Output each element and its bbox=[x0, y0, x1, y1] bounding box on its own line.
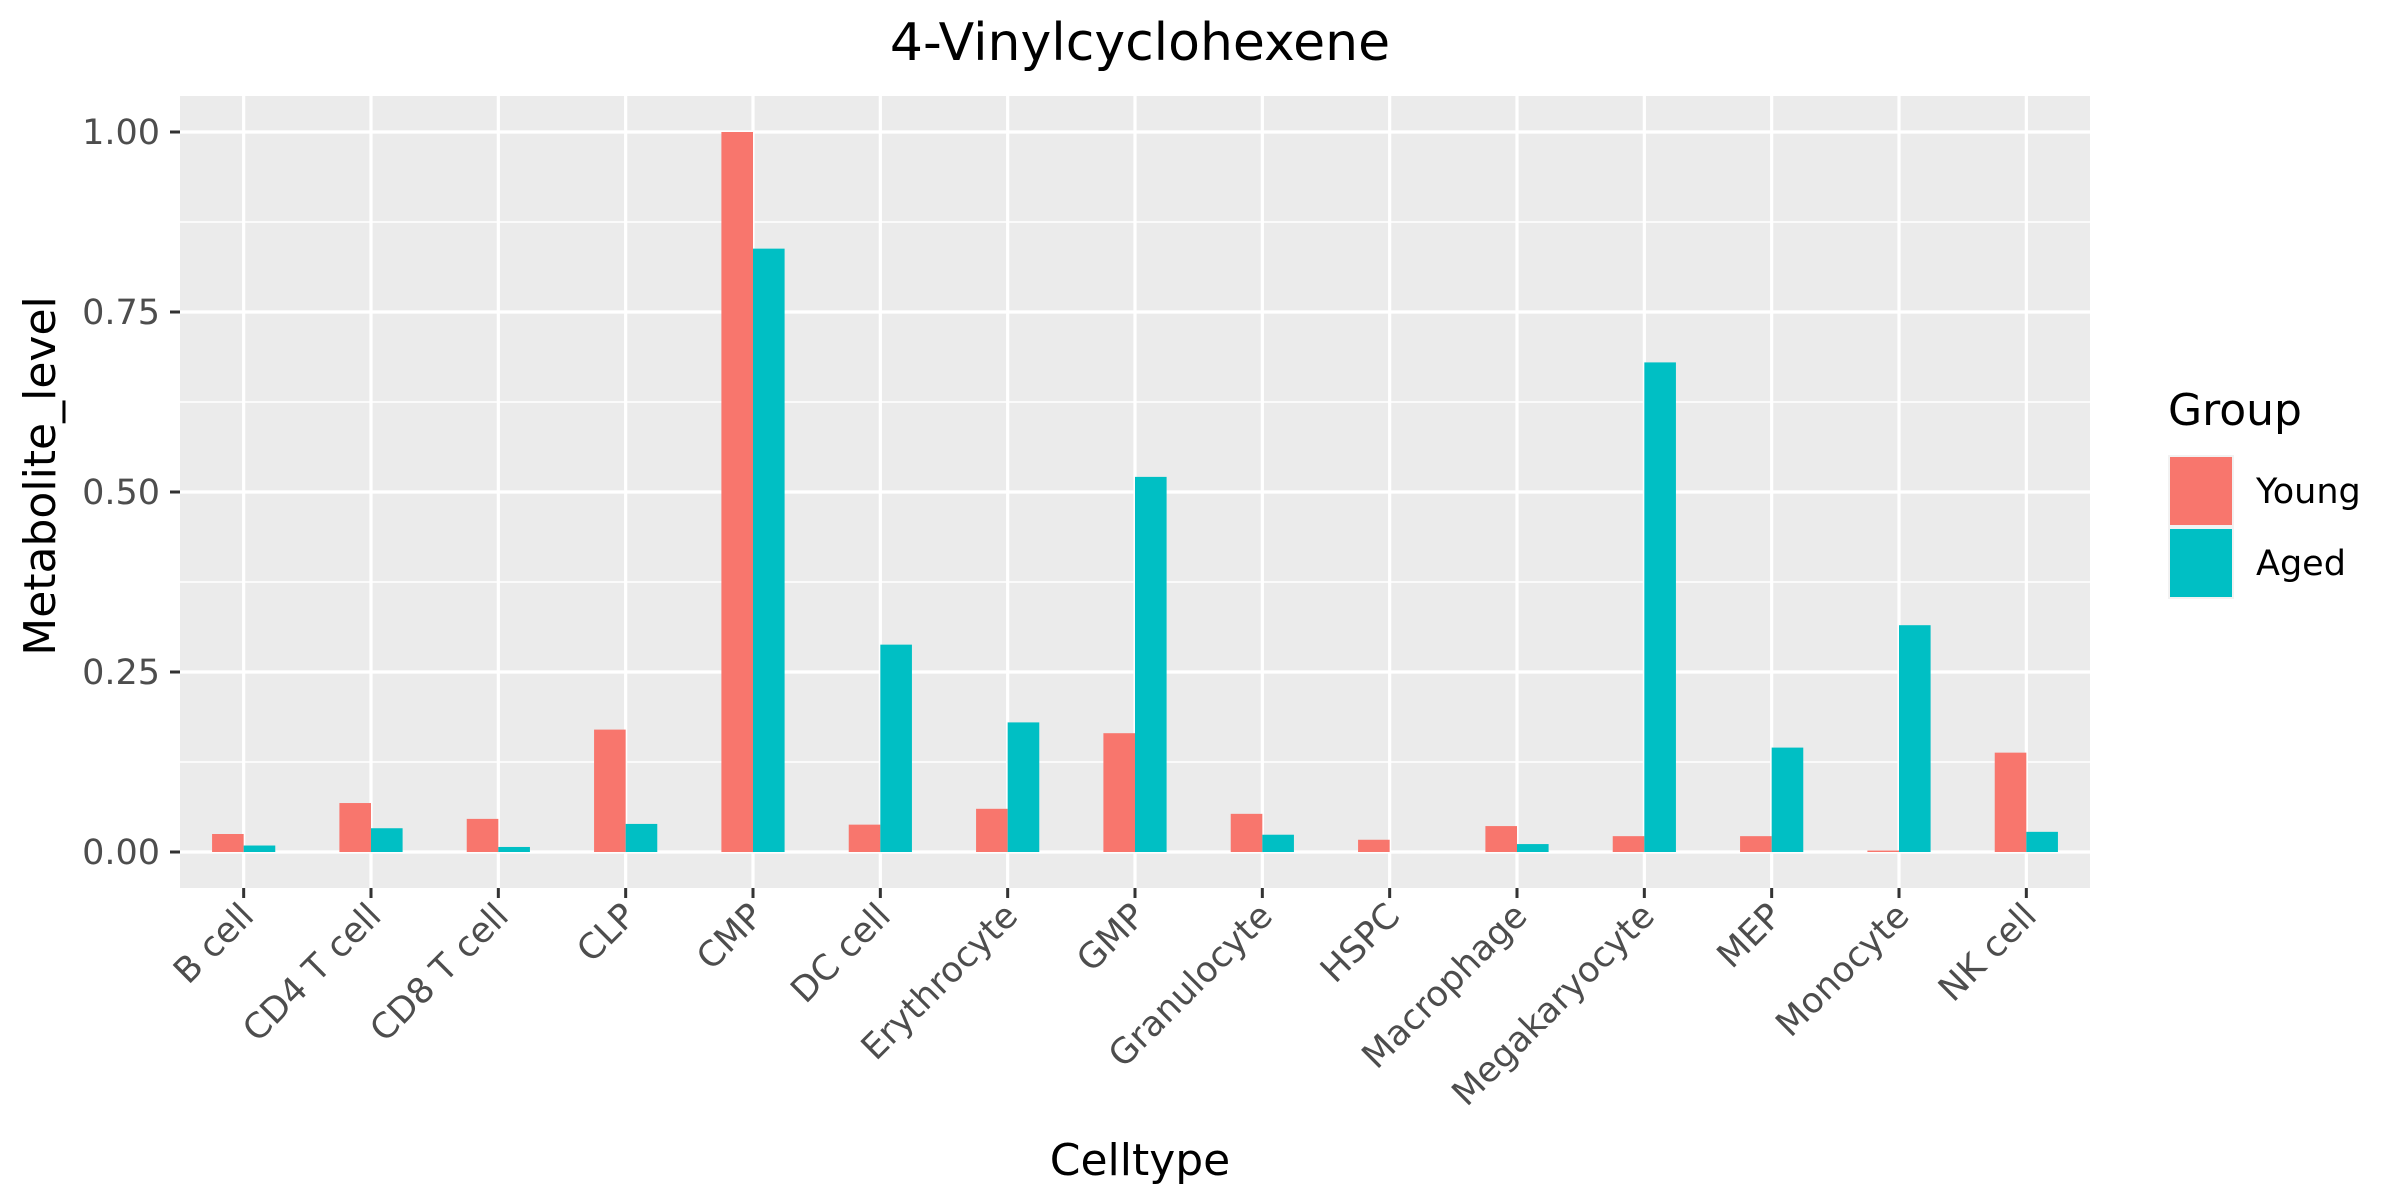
bar-aged-dc-cell bbox=[880, 644, 912, 852]
bar-young-monocyte bbox=[1867, 850, 1899, 852]
bar-aged-macrophage bbox=[1517, 844, 1549, 852]
bar-young-cd8-t-cell bbox=[466, 818, 499, 852]
bar-young-gmp bbox=[1103, 733, 1135, 852]
y-tick-label: 0.00 bbox=[82, 833, 160, 873]
bar-young-clp bbox=[594, 729, 626, 852]
x-axis-title: Celltype bbox=[1050, 1135, 1231, 1186]
bar-aged-granulocyte bbox=[1262, 834, 1294, 852]
bar-young-dc-cell bbox=[848, 824, 881, 852]
x-tick-label: CLP bbox=[570, 896, 644, 970]
x-tick-label: CD8 T cell bbox=[363, 896, 517, 1050]
bar-young-mep bbox=[1740, 836, 1772, 852]
legend-label-aged: Aged bbox=[2256, 544, 2346, 584]
y-tick-label: 0.75 bbox=[82, 293, 160, 333]
x-tick-label: DC cell bbox=[784, 896, 899, 1011]
bar-young-granulocyte bbox=[1230, 813, 1263, 852]
chart-title: 4-Vinylcyclohexene bbox=[890, 13, 1390, 73]
x-tick-label: MEP bbox=[1710, 896, 1790, 976]
y-tick-label: 0.25 bbox=[82, 653, 160, 693]
bar-aged-mep bbox=[1771, 747, 1804, 852]
bar-aged-cd8-t-cell bbox=[498, 846, 530, 852]
x-tick-label: NK cell bbox=[1931, 896, 2044, 1009]
bar-young-macrophage bbox=[1485, 826, 1517, 852]
bar-aged-cd4-t-cell bbox=[371, 828, 403, 852]
bar-young-cd4-t-cell bbox=[339, 803, 371, 852]
x-tick-label: HSPC bbox=[1313, 896, 1408, 991]
y-tick-label: 1.00 bbox=[82, 113, 160, 153]
bar-aged-gmp bbox=[1135, 476, 1167, 852]
bar-young-erythrocyte bbox=[976, 808, 1008, 852]
x-tick-label: Monocyte bbox=[1769, 896, 1918, 1045]
x-tick-label: CMP bbox=[690, 896, 772, 978]
x-tick-label: B cell bbox=[166, 896, 262, 992]
y-tick-label: 0.50 bbox=[82, 473, 160, 513]
bar-young-megakaryocyte bbox=[1612, 836, 1645, 852]
bar-young-hspc bbox=[1358, 839, 1390, 852]
bar-young-nk-cell bbox=[1994, 752, 2027, 852]
bar-young-b-cell bbox=[212, 834, 244, 852]
bar-young-cmp bbox=[721, 132, 753, 852]
bar-aged-nk-cell bbox=[2026, 831, 2058, 852]
legend-title: Group bbox=[2168, 385, 2302, 436]
bar-aged-b-cell bbox=[243, 845, 276, 852]
bar-aged-clp bbox=[625, 823, 658, 852]
bar-aged-cmp bbox=[753, 248, 785, 852]
legend-key-aged bbox=[2170, 529, 2232, 597]
bar-aged-megakaryocyte bbox=[1644, 362, 1676, 852]
legend-label-young: Young bbox=[2255, 472, 2361, 512]
bar-aged-erythrocyte bbox=[1007, 722, 1040, 852]
x-tick-label: GMP bbox=[1070, 896, 1154, 980]
y-axis-title: Metabolite_level bbox=[15, 296, 66, 656]
bar-aged-monocyte bbox=[1899, 625, 1931, 852]
legend-key-young bbox=[2170, 457, 2232, 525]
x-tick-label: CD4 T cell bbox=[236, 896, 390, 1050]
